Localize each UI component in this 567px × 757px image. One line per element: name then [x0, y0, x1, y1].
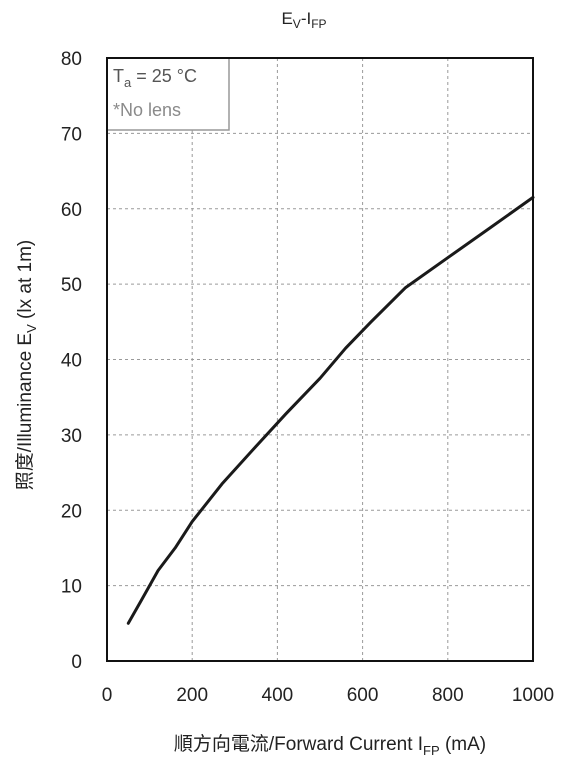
- y-tick-label: 10: [61, 577, 82, 598]
- series-group: [126, 195, 535, 625]
- x-tick-label: 200: [176, 685, 208, 706]
- temperature-annotation: Ta = 25 °C: [113, 66, 197, 90]
- y-tick-label: 80: [61, 49, 82, 70]
- lens-annotation: *No lens: [113, 100, 181, 120]
- x-tick-label: 400: [262, 685, 294, 706]
- x-tick-label: 1000: [512, 685, 554, 706]
- annotation-frame: [106, 57, 230, 131]
- tick-labels: 0 200 400 600 800 1000 0 10 20 30 40 50 60 70 80: [61, 49, 554, 706]
- y-tick-label: 70: [61, 124, 82, 145]
- plot-frame: [106, 57, 534, 662]
- x-axis-label: 順方向電流/Forward Current IFP (mA): [174, 733, 486, 757]
- y-tick-label: 0: [71, 652, 82, 673]
- y-axis-label: 照度/Illuminance EV (lx at 1m): [14, 240, 39, 490]
- chart-title: EV-IFP: [281, 9, 326, 31]
- y-tick-label: 40: [61, 351, 82, 372]
- x-tick-label: 0: [102, 685, 113, 706]
- y-tick-label: 50: [61, 275, 82, 296]
- legend-box: Ta = 25 °C *No lens: [106, 57, 230, 131]
- series-line: [126, 195, 535, 625]
- y-tick-label: 30: [61, 426, 82, 447]
- y-tick-label: 20: [61, 501, 82, 522]
- y-tick-label: 60: [61, 200, 82, 221]
- x-tick-label: 800: [432, 685, 464, 706]
- grid-lines: [107, 58, 533, 661]
- x-tick-label: 600: [347, 685, 379, 706]
